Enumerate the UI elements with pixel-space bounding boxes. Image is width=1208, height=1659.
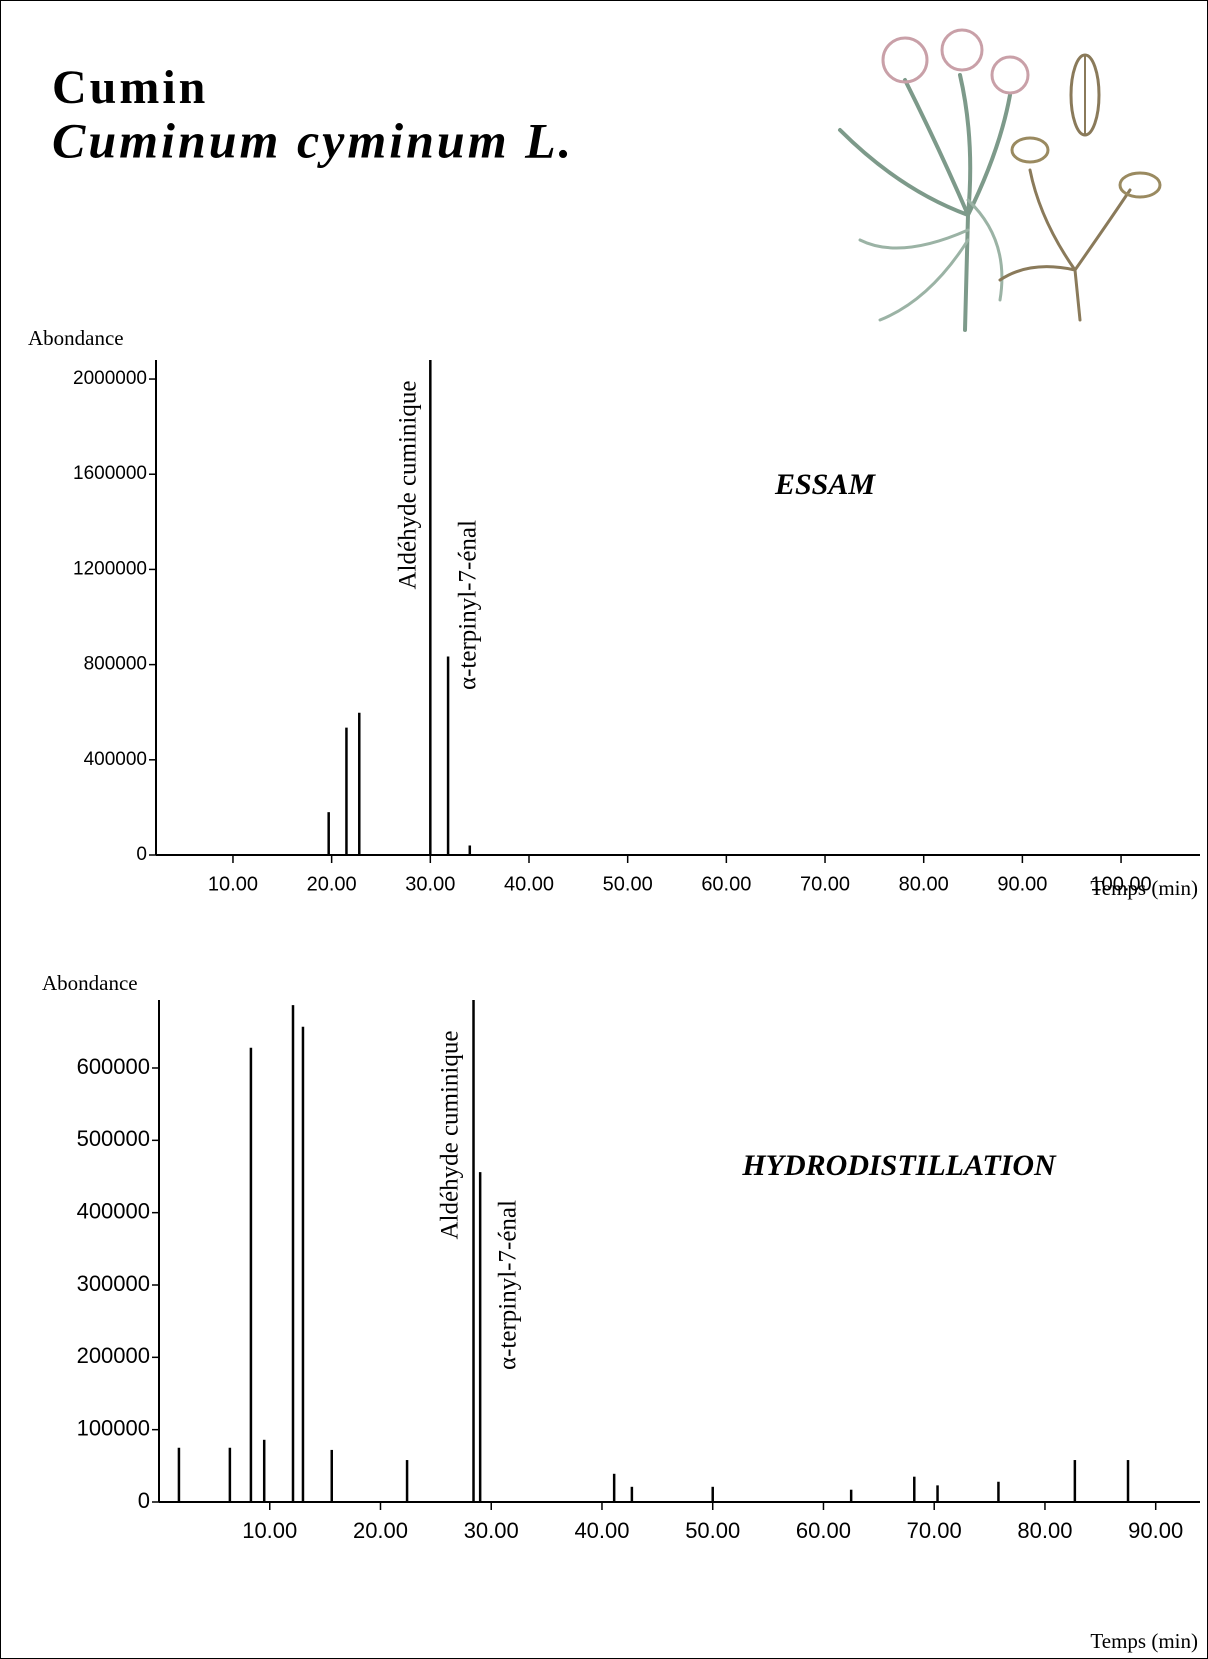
x-tick-label: 20.00 (307, 873, 357, 895)
plant-illustration (838, 28, 1162, 332)
y-tick-label: 200000 (77, 1343, 150, 1368)
x-axis-label: Temps (min) (1090, 876, 1198, 900)
peak-annotation: Aldéhyde cuminique (437, 1031, 464, 1240)
x-tick-label: 10.00 (242, 1518, 297, 1543)
y-tick-label: 0 (138, 1488, 150, 1513)
y-axis-label: Abondance (28, 326, 124, 350)
x-tick-label: 40.00 (574, 1518, 629, 1543)
method-label: HYDRODISTILLATION (741, 1149, 1057, 1182)
x-tick-label: 30.00 (464, 1518, 519, 1543)
peak-annotation: α-terpinyl-7-énal (455, 520, 482, 690)
x-tick-label: 10.00 (208, 873, 258, 895)
x-tick-label: 70.00 (907, 1518, 962, 1543)
x-tick-label: 60.00 (796, 1518, 851, 1543)
y-tick-label: 400000 (77, 1198, 150, 1223)
x-tick-label: 50.00 (685, 1518, 740, 1543)
y-tick-label: 300000 (77, 1271, 150, 1296)
peak-annotation: α-terpinyl-7-énal (495, 1200, 522, 1370)
page-subtitle: Cuminum cyminum L. (52, 112, 574, 168)
y-tick-label: 800000 (84, 654, 147, 675)
x-tick-label: 90.00 (1128, 1518, 1183, 1543)
y-tick-label: 2000000 (73, 368, 147, 389)
peak-annotation: Aldéhyde cuminique (395, 381, 422, 590)
y-tick-label: 600000 (77, 1054, 150, 1079)
x-tick-label: 80.00 (899, 873, 949, 895)
x-axis-label: Temps (min) (1090, 1629, 1198, 1653)
x-tick-label: 30.00 (405, 873, 455, 895)
y-tick-label: 1600000 (73, 463, 147, 484)
x-tick-label: 100.00 (1090, 873, 1151, 895)
y-axis-label: Abondance (42, 971, 138, 995)
x-tick-label: 80.00 (1017, 1518, 1072, 1543)
x-tick-label: 90.00 (997, 873, 1047, 895)
x-tick-label: 40.00 (504, 873, 554, 895)
y-tick-label: 1200000 (73, 558, 147, 579)
x-tick-label: 50.00 (603, 873, 653, 895)
method-label: ESSAM (774, 468, 876, 501)
y-tick-label: 100000 (77, 1415, 150, 1440)
y-tick-label: 500000 (77, 1126, 150, 1151)
x-tick-label: 20.00 (353, 1518, 408, 1543)
x-tick-label: 60.00 (701, 873, 751, 895)
y-tick-label: 0 (136, 844, 147, 865)
y-tick-label: 400000 (84, 749, 147, 770)
page-title: Cumin (52, 61, 208, 114)
x-tick-label: 70.00 (800, 873, 850, 895)
